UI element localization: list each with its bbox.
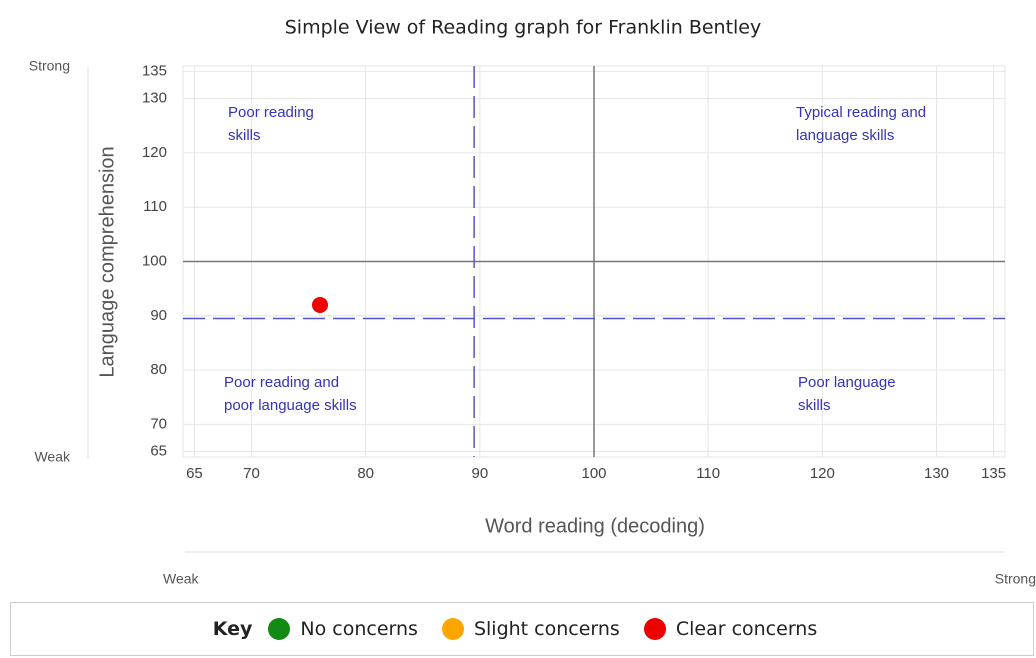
x-tick-label: 135: [981, 465, 1006, 482]
y-tick-label: 120: [142, 144, 167, 161]
y-tick-label: 130: [142, 90, 167, 107]
quadrant-label: Poor reading: [228, 104, 314, 121]
strength-label: Weak: [163, 571, 200, 587]
x-tick-label: 70: [243, 465, 260, 482]
legend-swatch: [441, 618, 464, 640]
x-tick-label: 65: [186, 465, 203, 482]
chart: Simple View of Reading graph for Frankli…: [29, 17, 1036, 587]
quadrant-label: poor language skills: [224, 397, 357, 414]
chart-title: Simple View of Reading graph for Frankli…: [285, 17, 762, 39]
y-tick-label: 80: [150, 361, 167, 378]
x-tick-label: 100: [581, 465, 606, 482]
data-point: [312, 296, 328, 313]
quadrant-label: Poor language: [798, 374, 896, 391]
strength-label: Weak: [34, 449, 71, 465]
quadrant-label: skills: [228, 127, 261, 144]
strength-label: Strong: [995, 571, 1036, 587]
y-tick-label: 70: [150, 415, 167, 432]
x-tick-label: 110: [696, 465, 720, 482]
x-tick-label: 90: [471, 465, 488, 482]
quadrant-label: Typical reading and: [796, 104, 926, 121]
legend-swatch: [268, 618, 291, 640]
legend-label: Clear concerns: [675, 618, 818, 640]
y-tick-label: 100: [142, 252, 167, 269]
x-tick-label: 120: [810, 465, 835, 482]
y-tick-label: 90: [150, 307, 167, 324]
legend-title: Key: [212, 618, 253, 640]
x-axis-title: Word reading (decoding): [485, 515, 705, 537]
y-tick-label: 110: [143, 198, 167, 215]
y-tick-label: 135: [142, 62, 167, 79]
legend-label: No concerns: [300, 618, 418, 640]
quadrant-label: skills: [798, 397, 831, 414]
legend-swatch: [643, 618, 666, 640]
legend-label: Slight concerns: [473, 618, 620, 640]
y-tick-label: 65: [150, 443, 167, 460]
legend: Key No concerns Slight concerns Clear conce…: [10, 602, 1034, 656]
y-axis-title: Language comprehension: [96, 146, 118, 377]
quadrant-label: Poor reading and: [224, 374, 339, 391]
strength-label: Strong: [29, 58, 70, 74]
x-tick-label: 80: [357, 465, 374, 482]
x-tick-label: 130: [924, 465, 949, 482]
quadrant-label: language skills: [796, 127, 894, 144]
